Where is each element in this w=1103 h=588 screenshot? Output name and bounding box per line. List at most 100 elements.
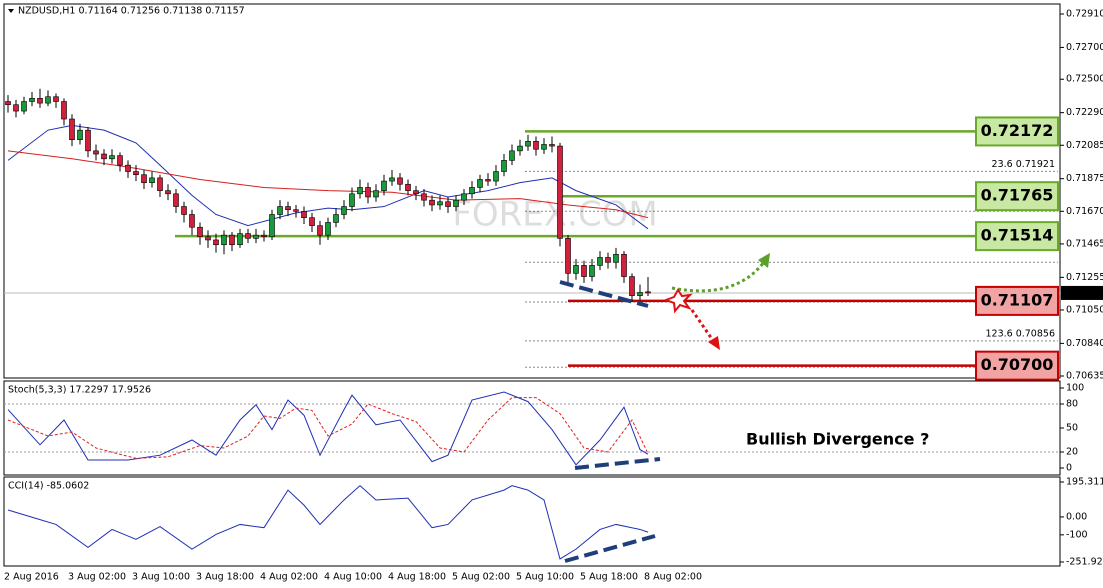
cci-panel	[3, 476, 1061, 567]
series-line	[7, 391, 649, 466]
level-box	[975, 116, 1059, 147]
candle-body	[277, 206, 283, 215]
candle-body	[437, 201, 443, 206]
candle-body	[621, 253, 627, 277]
x-tick-label: 5 Aug 10:00	[516, 572, 574, 583]
candle-body	[517, 145, 523, 152]
level-box	[975, 285, 1059, 316]
candle-body	[373, 190, 379, 198]
candle-body	[445, 201, 451, 207]
candle-body	[253, 234, 259, 239]
candle-body	[485, 179, 491, 182]
main-panel	[3, 3, 1061, 379]
candle-body	[637, 292, 643, 296]
menu-triangle	[8, 9, 14, 13]
candle-body	[461, 193, 467, 201]
y-tick-label: 80	[1066, 399, 1078, 410]
divergence-line	[559, 280, 649, 308]
level-label: 0.71765	[981, 186, 1054, 205]
candle-body	[325, 222, 331, 236]
level-box	[975, 221, 1059, 252]
candle-body	[165, 190, 171, 195]
candle-body	[173, 193, 179, 207]
x-tick-label: 4 Aug 02:00	[260, 572, 318, 583]
candle-body	[613, 253, 619, 263]
candle-body	[221, 234, 227, 246]
y-tick-label: 0.72290	[1066, 107, 1103, 118]
candle-body	[429, 199, 435, 206]
candle-body	[557, 145, 563, 239]
candle-body	[453, 199, 459, 207]
candle-body	[29, 98, 35, 102]
candle-body	[53, 96, 59, 102]
candle-body	[125, 164, 131, 172]
candle-body	[197, 226, 203, 238]
candle-body	[141, 174, 147, 183]
cci-title: CCI(14) -85.0602	[8, 481, 89, 492]
level-label: 0.71514	[981, 226, 1054, 245]
x-tick-label: 3 Aug 10:00	[132, 572, 190, 583]
y-tick-label: 20	[1066, 447, 1078, 458]
candle-body	[381, 180, 387, 191]
y-tick-label: 0.72085	[1066, 140, 1103, 151]
candle-body	[413, 190, 419, 195]
candle-body	[365, 187, 371, 198]
price-label: 0.71157	[1064, 287, 1103, 298]
y-tick-label: -251.929	[1066, 557, 1103, 568]
y-tick-label: 0.72500	[1066, 74, 1103, 85]
candle-body	[589, 265, 595, 277]
y-tick-label: 0.70635	[1066, 371, 1103, 382]
candle-body	[245, 233, 251, 239]
candle-body	[181, 206, 187, 215]
candle-body	[269, 214, 275, 238]
breakout-star	[663, 288, 693, 314]
candle-body	[93, 150, 99, 155]
level-label: 0.72172	[981, 121, 1054, 140]
x-tick-label: 3 Aug 02:00	[68, 572, 126, 583]
candle-body	[85, 129, 91, 152]
level-box	[975, 350, 1059, 381]
y-tick-label: 100	[1066, 383, 1084, 394]
level-label: 0.71107	[981, 290, 1054, 309]
candle-body	[333, 214, 339, 223]
fib-label: 23.6 0.71921	[992, 159, 1055, 170]
candle-body	[213, 239, 219, 246]
x-tick-label: 5 Aug 02:00	[452, 572, 510, 583]
stoch-title: Stoch(5,3,3) 17.2297 17.9526	[8, 385, 151, 396]
candle-body	[565, 238, 571, 274]
level-box	[975, 181, 1059, 212]
candle-body	[61, 101, 67, 120]
candle-body	[357, 187, 363, 195]
overlays: NZDUSD,H1 0.71164 0.71256 0.71138 0.7115…	[8, 6, 929, 563]
series-line	[7, 484, 649, 560]
candle-body	[205, 236, 211, 241]
candle-body	[405, 183, 411, 191]
y-tick-label: 0.71875	[1066, 173, 1103, 184]
candle-body	[229, 234, 235, 246]
candle-body	[581, 265, 587, 277]
y-tick-label: 0.71465	[1066, 238, 1103, 249]
x-tick-label: 4 Aug 18:00	[388, 572, 446, 583]
candle-body	[525, 140, 531, 147]
candle-body	[597, 257, 603, 266]
candle-body	[293, 209, 299, 212]
candle-body	[69, 118, 75, 141]
candle-body	[469, 187, 475, 195]
candle-body	[605, 257, 611, 263]
watermark: FOREX.COM	[452, 195, 657, 235]
bullish-arrow	[671, 261, 766, 293]
candle-body	[5, 101, 11, 105]
candle-body	[533, 140, 539, 150]
price-box	[1061, 285, 1103, 300]
candle-body	[341, 206, 347, 215]
y-tick-label: 0.72700	[1066, 42, 1103, 53]
candle-body	[237, 233, 243, 246]
bearish-arrow	[690, 309, 716, 343]
candle-body	[629, 276, 635, 296]
candle-body	[421, 193, 427, 201]
plot: 0.72910 0.72700 0.72500 0.72290 0.72085 0.718…	[4, 9, 1103, 583]
y-tick-label: -100	[1066, 529, 1088, 540]
y-tick-label: 0.00	[1066, 511, 1087, 522]
